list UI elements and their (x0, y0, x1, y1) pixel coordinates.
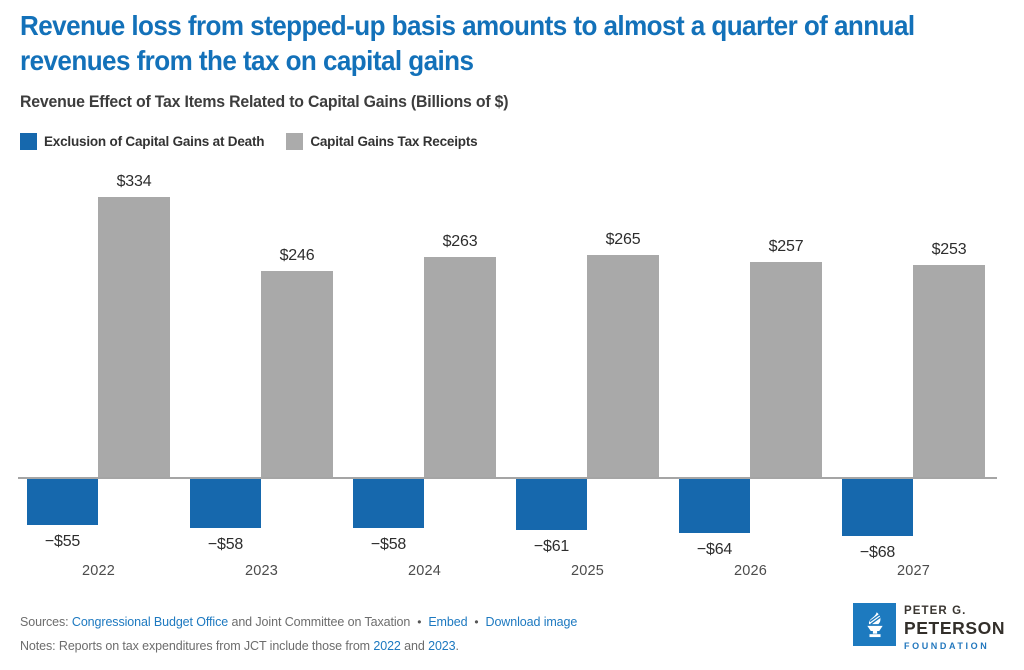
chart-subtitle: Revenue Effect of Tax Items Related to C… (20, 93, 509, 111)
x-tick-2024: 2024 (407, 563, 442, 579)
bar-exclusion-2027[interactable] (842, 479, 913, 536)
notes-link-2023[interactable]: 2023 (428, 639, 456, 653)
bullet-separator: • (417, 615, 422, 629)
logo-text: PETER G. PETERSON FOUNDATION (904, 603, 1005, 651)
chart-area: $334 −$55 2022 $246 −$58 2023 $263 −$58 2024 $265… (18, 173, 997, 579)
value-label-exclusion-2027: −$68 (859, 544, 896, 561)
legend-swatch-gray-icon (286, 133, 304, 150)
bar-exclusion-2022[interactable] (27, 479, 98, 525)
download-image-link[interactable]: Download image (485, 615, 578, 629)
legend-label: Capital Gains Tax Receipts (310, 134, 478, 149)
peterson-foundation-logo: PETER G. PETERSON FOUNDATION (853, 603, 1005, 651)
logo-line1: PETER G. (904, 605, 967, 617)
bar-receipts-2025[interactable] (587, 255, 659, 477)
bar-receipts-2024[interactable] (424, 257, 496, 477)
value-label-receipts-2024: $263 (442, 233, 478, 250)
value-label-exclusion-2025: −$61 (533, 538, 570, 555)
x-tick-2025: 2025 (570, 563, 605, 579)
legend-swatch-blue-icon (20, 133, 37, 150)
value-label-exclusion-2023: −$58 (207, 536, 244, 553)
notes-period: . (455, 639, 459, 653)
bullet-separator: • (474, 615, 479, 629)
value-label-receipts-2022: $334 (116, 173, 152, 190)
notes-prefix: Notes: Reports on tax expenditures from … (20, 639, 374, 653)
bar-exclusion-2026[interactable] (679, 479, 750, 533)
bar-exclusion-2023[interactable] (190, 479, 261, 528)
sources-middle: and Joint Committee on Taxation (228, 615, 411, 629)
x-axis-baseline (18, 477, 997, 479)
x-tick-2026: 2026 (733, 563, 768, 579)
sources-prefix: Sources: (20, 615, 72, 629)
notes-line: Notes: Reports on tax expenditures from … (20, 639, 459, 653)
embed-link[interactable]: Embed (428, 615, 468, 629)
source-link-cbo[interactable]: Congressional Budget Office (71, 615, 229, 629)
bar-exclusion-2024[interactable] (353, 479, 424, 528)
bar-receipts-2026[interactable] (750, 262, 822, 477)
notes-and: and (400, 639, 429, 653)
value-label-receipts-2026: $257 (768, 238, 804, 255)
x-tick-2022: 2022 (81, 563, 116, 579)
legend: Exclusion of Capital Gains at Death Capi… (20, 133, 478, 150)
value-label-receipts-2025: $265 (605, 231, 641, 248)
notes-link-2022[interactable]: 2022 (373, 639, 401, 653)
bar-exclusion-2025[interactable] (516, 479, 587, 530)
value-label-receipts-2027: $253 (931, 241, 967, 258)
bar-receipts-2027[interactable] (913, 265, 985, 477)
bar-receipts-2023[interactable] (261, 271, 333, 477)
page-title: Revenue loss from stepped-up basis amoun… (20, 10, 915, 76)
value-label-exclusion-2022: −$55 (44, 533, 81, 550)
value-label-exclusion-2026: −$64 (696, 541, 733, 558)
x-tick-2023: 2023 (244, 563, 279, 579)
value-label-exclusion-2024: −$58 (370, 536, 407, 553)
value-label-receipts-2023: $246 (279, 247, 315, 264)
torch-icon (853, 603, 896, 646)
bar-receipts-2022[interactable] (98, 197, 170, 477)
legend-item-receipts: Capital Gains Tax Receipts (286, 133, 478, 150)
legend-item-exclusion: Exclusion of Capital Gains at Death (20, 133, 265, 150)
x-tick-2027: 2027 (896, 563, 931, 579)
sources-line: Sources: Congressional Budget Office and… (20, 615, 577, 629)
logo-line2: PETERSON (904, 618, 1006, 638)
legend-label: Exclusion of Capital Gains at Death (44, 134, 265, 149)
logo-line3: FOUNDATION (904, 641, 990, 651)
